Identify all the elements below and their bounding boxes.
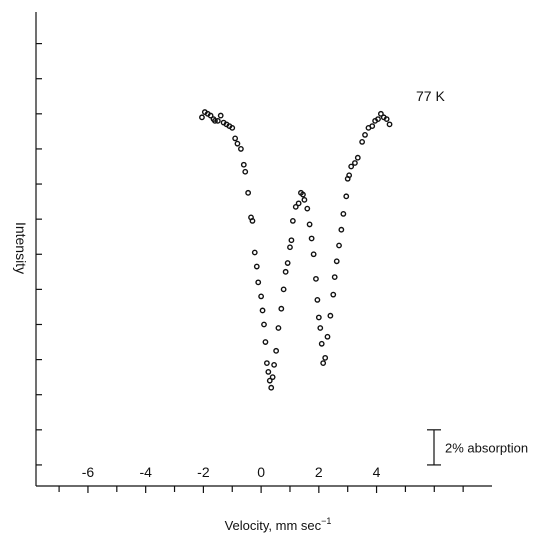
y-axis-label: Intensity	[13, 222, 29, 274]
data-point	[383, 116, 390, 122]
x-tick-label: -4	[139, 464, 152, 480]
data-point	[266, 377, 273, 384]
data-point	[362, 131, 368, 138]
data-point	[346, 172, 353, 179]
data-point	[214, 117, 221, 124]
absorption-scale-label: 2% absorption	[445, 440, 528, 455]
data-point	[255, 279, 262, 286]
data-point	[271, 361, 278, 368]
data-point	[338, 226, 345, 233]
data-point	[304, 205, 311, 212]
data-point	[295, 200, 302, 207]
data-point	[330, 291, 337, 298]
data-point	[306, 221, 313, 228]
x-tick-label: 0	[257, 464, 265, 480]
data-point	[253, 263, 260, 270]
data-point	[348, 163, 355, 170]
data-point	[273, 347, 280, 354]
data-point	[336, 242, 342, 249]
data-point	[275, 325, 282, 331]
data-point	[242, 168, 249, 175]
data-point	[245, 189, 252, 196]
temperature-label: 77 K	[416, 88, 445, 104]
data-point	[315, 314, 322, 321]
y-ticks	[36, 42, 42, 466]
data-point	[322, 354, 329, 361]
data-point	[251, 249, 258, 256]
data-point	[317, 325, 324, 331]
data-point	[354, 154, 361, 161]
data-point	[300, 191, 306, 198]
data-point	[310, 251, 317, 258]
data-point	[352, 160, 358, 166]
data-point	[301, 196, 308, 203]
data-point	[229, 124, 236, 131]
data-point	[249, 218, 256, 224]
data-point	[263, 360, 270, 367]
data-point	[259, 307, 266, 314]
data-point	[232, 135, 239, 142]
data-point	[289, 218, 296, 224]
data-point	[217, 112, 224, 119]
data-point	[240, 161, 247, 168]
x-axis-label-superscript: −1	[321, 516, 331, 526]
x-ticks: -6 -4 -2 0 2 4	[58, 464, 464, 493]
data-point	[199, 114, 205, 121]
data-point	[386, 121, 393, 128]
data-point	[314, 297, 321, 303]
data-point	[278, 305, 285, 312]
data-point	[284, 260, 291, 266]
x-tick-label: 2	[315, 464, 323, 480]
data-point	[308, 235, 315, 242]
data-point	[265, 368, 272, 375]
data-point	[280, 286, 287, 293]
absorption-scale-bar	[427, 429, 441, 466]
axes	[35, 12, 492, 487]
data-point	[340, 210, 347, 217]
data-point	[359, 139, 366, 145]
data-point	[234, 140, 241, 147]
x-axis-label: Velocity, mm sec−1	[225, 516, 332, 533]
data-point	[261, 321, 267, 328]
data-point	[282, 268, 289, 275]
data-point	[212, 117, 218, 124]
data-point	[268, 384, 275, 391]
data-points	[199, 109, 393, 391]
data-point	[207, 112, 214, 119]
data-point	[320, 360, 327, 367]
data-point	[292, 203, 299, 210]
x-axis-label-main: Velocity, mm sec	[225, 518, 322, 533]
data-point	[333, 258, 340, 265]
data-point	[262, 339, 269, 345]
data-point	[258, 293, 265, 300]
data-point	[343, 193, 350, 200]
data-point	[269, 374, 276, 381]
data-point	[238, 146, 244, 152]
data-point	[287, 244, 293, 251]
x-tick-label: -2	[197, 464, 210, 480]
data-point	[313, 275, 319, 282]
data-point	[288, 237, 295, 244]
data-point	[324, 333, 331, 340]
x-tick-label: 4	[373, 464, 381, 480]
data-point	[375, 116, 381, 122]
data-point	[318, 340, 325, 347]
data-point	[377, 110, 384, 117]
data-point	[327, 312, 334, 319]
x-tick-label: -6	[82, 464, 95, 480]
data-point	[331, 274, 338, 280]
data-point	[369, 123, 376, 130]
